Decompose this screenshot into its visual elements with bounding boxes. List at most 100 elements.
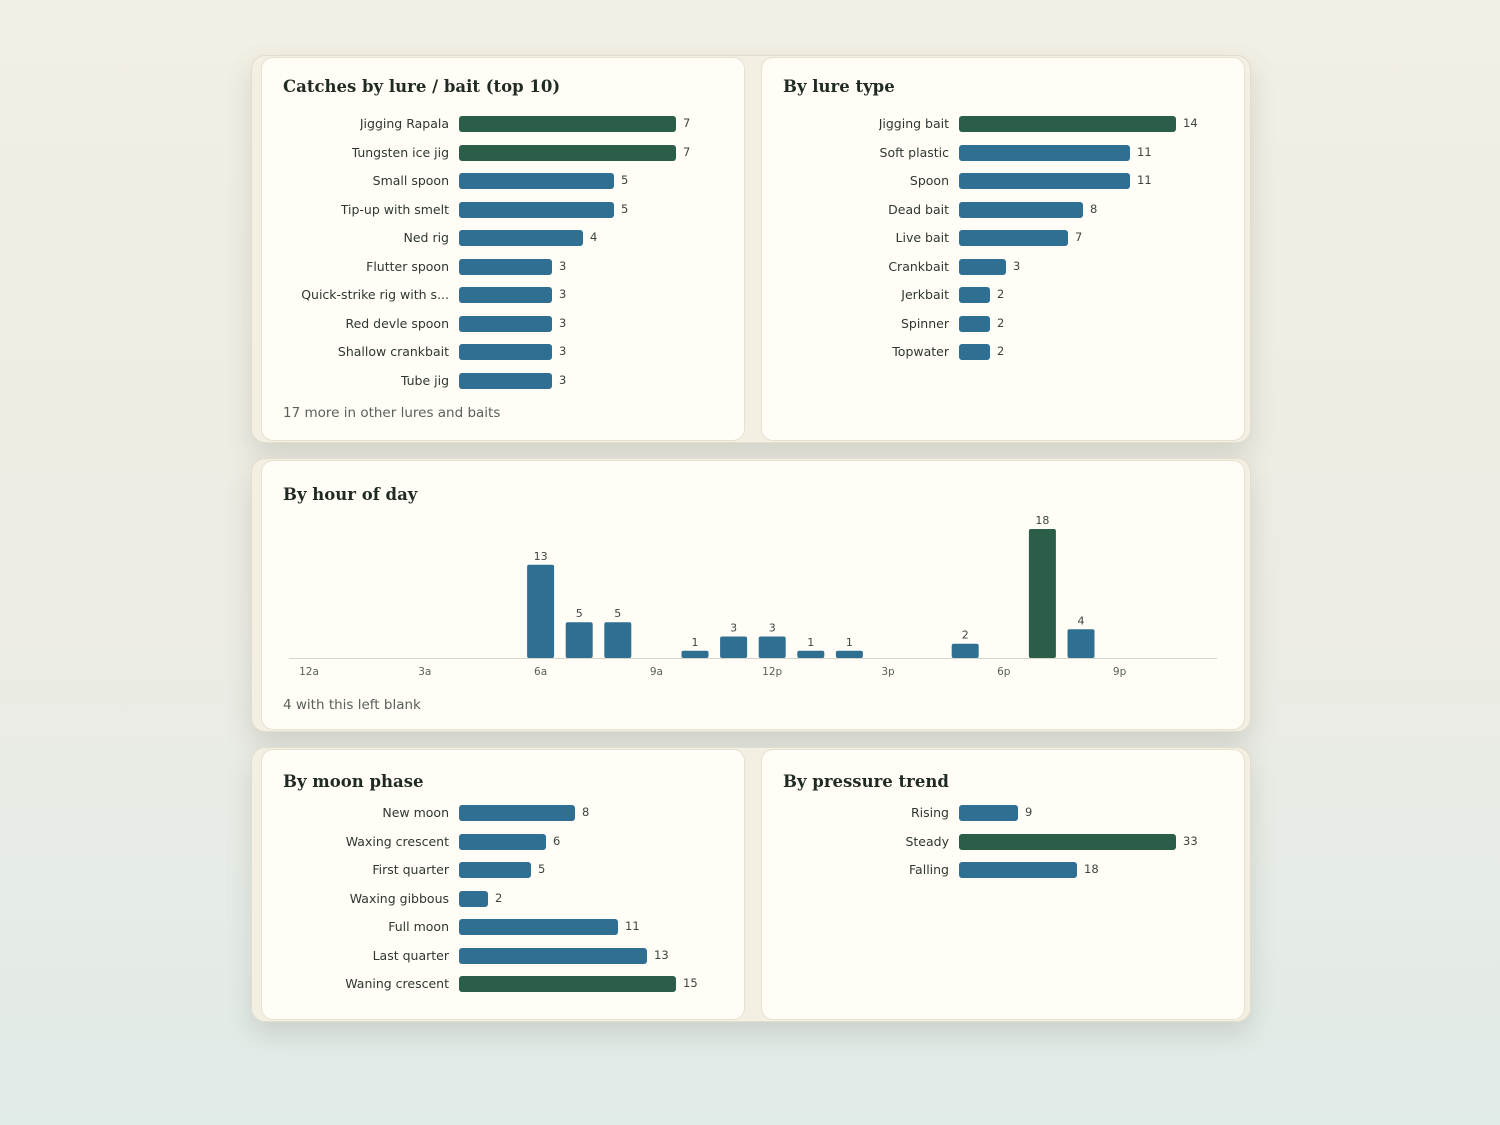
lure-type-value: 2 bbox=[997, 315, 1005, 330]
hour-bar bbox=[527, 564, 555, 658]
hour-tick-label: 9a bbox=[650, 666, 663, 678]
hour-bar bbox=[720, 636, 748, 658]
lure-bar bbox=[459, 201, 614, 218]
hour-bar bbox=[797, 650, 825, 658]
moon-row: Waxing crescent 6 bbox=[262, 828, 744, 856]
lure-type-row: Spinner 2 bbox=[762, 310, 1244, 338]
moon-row: First quarter 5 bbox=[262, 856, 744, 884]
row-top: Catches by lure / bait (top 10) Jigging … bbox=[251, 55, 1251, 443]
lure-type-value: 14 bbox=[1183, 116, 1198, 130]
lure-value: 3 bbox=[559, 344, 567, 358]
lure-type-label: Soft plastic bbox=[879, 144, 949, 160]
pressure-card: By pressure trend Rising 9 Steady 33 Falling… bbox=[761, 749, 1245, 1020]
hour-card-note: 4 with this left blank bbox=[283, 697, 421, 713]
hour-value: 1 bbox=[692, 636, 699, 649]
lure-type-row: Soft plastic 11 bbox=[762, 139, 1244, 167]
moon-row: Full moon 11 bbox=[262, 913, 744, 941]
lure-type-card: By lure type Jigging bait 14 Soft plastic 1… bbox=[761, 57, 1245, 441]
moon-label: Waxing crescent bbox=[345, 833, 449, 849]
lure-type-row: Jigging bait 14 bbox=[762, 110, 1244, 138]
lure-row: Red devle spoon 3 bbox=[262, 310, 744, 338]
hour-bar bbox=[604, 622, 632, 658]
lure-card: Catches by lure / bait (top 10) Jigging … bbox=[261, 57, 745, 441]
hour-tick-label: 6a bbox=[534, 666, 547, 678]
lure-type-bar bbox=[959, 173, 1130, 189]
moon-value: 15 bbox=[683, 976, 698, 990]
lure-card-note: 17 more in other lures and baits bbox=[283, 405, 501, 421]
moon-bar bbox=[459, 805, 575, 821]
moon-label: Full moon bbox=[388, 919, 449, 934]
lure-type-value: 7 bbox=[1075, 230, 1083, 244]
lure-type-card-title: By lure type bbox=[783, 77, 895, 96]
moon-label: New moon bbox=[382, 805, 449, 820]
lure-type-row: Jerkbait 2 bbox=[762, 281, 1244, 309]
hour-bar bbox=[835, 650, 863, 658]
hour-tick-label: 12a bbox=[299, 666, 319, 678]
moon-bar bbox=[459, 890, 488, 907]
lure-label: Flutter spoon bbox=[366, 258, 449, 274]
hour-tick-label: 3p bbox=[881, 666, 895, 678]
hour-value: 2 bbox=[962, 629, 969, 642]
lure-label: Ned rig bbox=[403, 230, 450, 245]
pressure-row: Rising 9 bbox=[762, 799, 1244, 827]
lure-type-value: 2 bbox=[997, 287, 1005, 301]
lure-type-bar bbox=[959, 315, 990, 332]
moon-row: New moon 8 bbox=[262, 799, 744, 827]
lure-type-value: 3 bbox=[1013, 258, 1021, 273]
lure-type-bar bbox=[959, 116, 1176, 132]
hour-value: 18 bbox=[1035, 514, 1049, 527]
lure-type-row: Live bait 7 bbox=[762, 224, 1244, 252]
moon-value: 8 bbox=[582, 805, 590, 819]
lure-row: Jigging Rapala 7 bbox=[262, 110, 744, 138]
lure-type-row: Topwater 2 bbox=[762, 338, 1244, 366]
pressure-label: Steady bbox=[905, 833, 949, 849]
moon-label: Waning crescent bbox=[345, 976, 449, 991]
lure-label: Red devle spoon bbox=[345, 315, 449, 331]
hour-tick-label: 9p bbox=[1113, 666, 1127, 678]
hour-bar bbox=[1067, 629, 1095, 658]
lure-value: 7 bbox=[683, 116, 691, 130]
moon-bar bbox=[459, 947, 647, 964]
lure-row: Quick-strike rig with s... 3 bbox=[262, 281, 744, 309]
hour-value: 1 bbox=[807, 636, 814, 649]
row-bottom: By moon phase New moon 8 Waxing crescent 6 F… bbox=[251, 747, 1251, 1022]
lure-bar bbox=[459, 173, 614, 189]
lure-type-row: Dead bait 8 bbox=[762, 196, 1244, 224]
pressure-value: 33 bbox=[1183, 833, 1198, 848]
pressure-label: Falling bbox=[909, 862, 949, 877]
lure-row: Small spoon 5 bbox=[262, 167, 744, 195]
lure-type-bar bbox=[959, 230, 1068, 246]
lure-type-bar bbox=[959, 144, 1130, 161]
lure-type-label: Topwater bbox=[892, 344, 949, 359]
moon-row: Last quarter 13 bbox=[262, 942, 744, 970]
pressure-row: Steady 33 bbox=[762, 828, 1244, 856]
pressure-label: Rising bbox=[910, 805, 949, 820]
moon-card: By moon phase New moon 8 Waxing crescent 6 F… bbox=[261, 749, 745, 1020]
moon-label: Last quarter bbox=[372, 947, 449, 963]
moon-row: Waxing gibbous 2 bbox=[262, 885, 744, 913]
hour-card-title: By hour of day bbox=[283, 485, 418, 504]
hour-tick-label: 6p bbox=[997, 666, 1011, 678]
lure-value: 5 bbox=[621, 173, 629, 187]
moon-value: 13 bbox=[654, 947, 669, 962]
lure-label: Tip-up with smelt bbox=[340, 201, 449, 217]
lure-type-row: Spoon 11 bbox=[762, 167, 1244, 195]
lure-type-label: Spinner bbox=[900, 315, 949, 331]
hour-bar bbox=[758, 636, 786, 658]
hour-value: 13 bbox=[534, 550, 548, 563]
lure-row: Tip-up with smelt 5 bbox=[262, 196, 744, 224]
lure-type-label: Dead bait bbox=[888, 201, 949, 217]
lure-type-value: 2 bbox=[997, 344, 1005, 358]
lure-label: Tube jig bbox=[400, 372, 449, 388]
hour-tick-label: 3a bbox=[418, 666, 431, 678]
moon-bar bbox=[459, 976, 676, 992]
pressure-bar bbox=[959, 862, 1077, 878]
lure-bar bbox=[459, 258, 552, 275]
lure-value: 7 bbox=[683, 144, 691, 159]
hour-value: 5 bbox=[614, 607, 621, 620]
lure-label: Tungsten ice jig bbox=[351, 144, 449, 160]
hour-value: 1 bbox=[846, 636, 853, 649]
lure-label: Small spoon bbox=[372, 173, 449, 188]
hour-card: By hour of day 13 5 5 1 3 3 1 1 2 18 4 12a 3a 6a 9a 12p… bbox=[261, 460, 1245, 730]
